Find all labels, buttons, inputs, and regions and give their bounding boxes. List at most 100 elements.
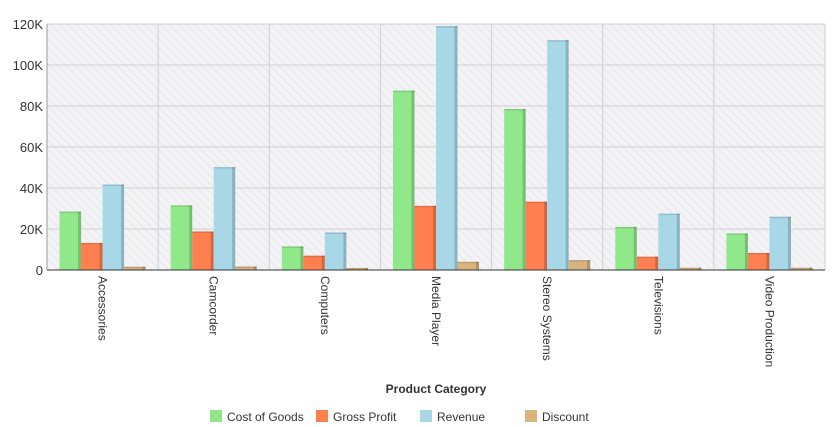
bars [59,26,813,270]
bar-shade [476,261,479,270]
bar-revenue[interactable] [769,216,791,270]
bar-revenue[interactable] [547,40,569,270]
bar-shade [321,255,325,270]
bar-fill [615,226,637,270]
x-tick-label: Televisions [651,276,665,335]
bar-fill [346,267,368,270]
bar-top [769,216,791,219]
bar-fill [726,233,748,270]
bar-fill [747,252,770,270]
bar-revenue[interactable] [102,184,125,270]
bar-shade [121,184,125,270]
bar-shade [433,205,436,270]
bar-gross-profit[interactable] [192,231,214,270]
bar-top [504,109,526,111]
bar-cost-of-goods[interactable] [59,211,82,270]
x-axis-category-labels: Accessories Camcorder Computers Media Playe… [96,276,777,367]
bar-cost-of-goods[interactable] [504,109,526,270]
bar-shade [232,167,236,270]
bar-top [59,211,82,214]
bar-cost-of-goods[interactable] [615,226,637,270]
bar-fill [436,26,458,270]
bar-gross-profit[interactable] [525,201,548,270]
bar-top [636,256,659,259]
bar-fill [547,40,569,270]
bar-shade [210,231,214,270]
bar-fill [790,267,813,270]
axes [46,24,825,271]
bar-shade [787,216,791,270]
x-tick-label: Accessories [96,276,110,341]
bar-fill [414,205,436,270]
bar-shade [744,233,748,270]
bar-shade [522,109,526,270]
y-tick-label: 0 [36,263,43,278]
bar-discount[interactable] [235,266,257,270]
bar-shade [343,232,347,270]
bar-gross-profit[interactable] [747,252,770,270]
bar-fill [192,231,214,270]
legend-item[interactable]: Gross Profit [316,410,397,424]
y-tick-label: 100K [13,58,44,73]
bar-top [525,201,548,204]
bar-top [658,213,680,216]
y-tick-label: 20K [20,222,43,237]
bar-revenue[interactable] [213,167,236,270]
bar-shade [633,226,637,270]
bar-discount[interactable] [568,260,591,270]
y-axis-tick-labels: 0 20K 40K 60K 80K 100K 120K [13,17,44,278]
bar-shade [698,267,702,270]
bar-cost-of-goods[interactable] [393,90,415,270]
bar-top [303,255,325,258]
x-tick-label: Video Production [762,276,776,367]
bar-shade [676,213,680,270]
bar-gross-profit[interactable] [636,256,659,270]
bar-discount[interactable] [679,267,702,270]
bar-shade [364,267,368,270]
bar-discount[interactable] [457,261,480,270]
legend-swatch [525,410,537,422]
bar-shade [99,242,103,270]
bar-fill [658,213,680,270]
legend-item[interactable]: Revenue [420,410,485,424]
bar-gross-profit[interactable] [81,242,103,270]
bar-discount[interactable] [346,267,368,270]
bar-fill [636,256,659,270]
bar-fill [679,267,702,270]
bar-revenue[interactable] [436,26,458,270]
bar-shade [300,246,304,270]
legend-swatch [316,410,328,422]
bar-discount[interactable] [124,266,146,270]
y-tick-label: 120K [13,17,44,32]
legend-item[interactable]: Cost of Goods [210,410,304,424]
bar-top [547,40,569,42]
bar-top [790,267,813,270]
legend-label: Discount [542,410,589,424]
bar-cost-of-goods[interactable] [726,233,748,270]
bar-fill [303,255,325,270]
bar-fill [124,266,146,270]
legend-label: Gross Profit [333,410,397,424]
bar-top [192,231,214,233]
bar-fill [235,266,257,270]
bar-top [124,266,146,269]
bar-cost-of-goods[interactable] [170,205,193,270]
bar-shade [253,266,257,270]
legend-label: Cost of Goods [227,410,304,424]
bar-top [568,260,591,262]
legend-swatch [420,410,432,422]
bar-gross-profit[interactable] [303,255,325,270]
bar-discount[interactable] [790,267,813,270]
bar-shade [189,205,193,270]
bar-top [457,261,479,264]
bar-fill [457,261,479,270]
x-tick-label: Camcorder [207,276,221,335]
bar-revenue[interactable] [658,213,680,270]
bar-cost-of-goods[interactable] [281,246,304,270]
bar-fill [324,232,347,270]
bar-top [615,226,637,229]
bar-shade [766,252,770,270]
bar-revenue[interactable] [324,232,347,270]
legend-item[interactable]: Discount [525,410,589,424]
bar-gross-profit[interactable] [414,205,437,270]
